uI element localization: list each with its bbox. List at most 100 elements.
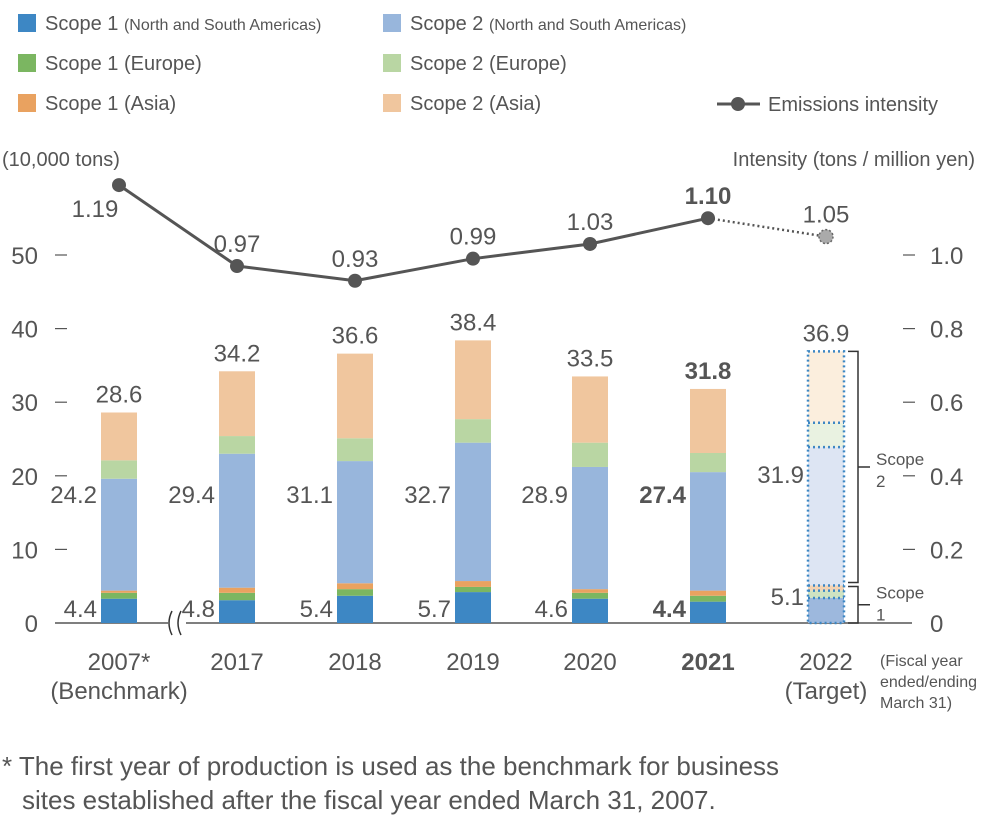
total-label: 33.5 — [567, 345, 614, 372]
bar-segment — [219, 592, 255, 601]
bar-segment — [101, 460, 137, 479]
scope2-bracket — [848, 350, 870, 584]
legend-label: Scope 2 (North and South Americas) — [410, 13, 686, 35]
legend-line-label: Emissions intensity — [768, 94, 938, 116]
left-tick-label: 10 — [11, 537, 38, 564]
bar-segment — [572, 598, 608, 623]
bar-segment — [808, 447, 844, 586]
bar-segment — [572, 466, 608, 590]
intensity-line-path — [118, 183, 709, 283]
bar-segment — [101, 598, 137, 623]
bar-segment — [455, 586, 491, 593]
bar-segment — [690, 472, 726, 591]
total-label: 34.2 — [214, 340, 261, 367]
scope2-label: 24.2 — [50, 482, 97, 509]
x-tick-label: 2018 — [328, 649, 381, 676]
scope1-bracket — [848, 585, 870, 624]
bar-segment — [455, 581, 491, 587]
left-tick-label: 20 — [11, 464, 38, 491]
x-axis-note: (Fiscal year — [880, 653, 963, 670]
legend-marker-icon — [731, 97, 745, 111]
scope-brackets: Scope 2 Scope 1 — [848, 350, 924, 625]
scope1-bracket-label: Scope — [876, 584, 924, 603]
scope2-label: 31.9 — [757, 462, 804, 489]
x-axis-note: March 31) — [880, 695, 952, 712]
intensity-label: 1.10 — [685, 183, 732, 210]
right-tick-label: 0.6 — [930, 390, 963, 417]
bar-segment — [690, 590, 726, 596]
intensity-label: 0.97 — [214, 231, 261, 258]
x-axis-labels: 2007*(Benchmark) 2017 2018 2019 2020 2021 2022… — [50, 649, 977, 712]
right-axis-label: Intensity (tons / million yen) — [733, 149, 975, 171]
intensity-point — [466, 251, 480, 266]
x-tick-label: 2021 — [681, 649, 734, 676]
bar-segment — [455, 442, 491, 582]
legend-label: Scope 1 (North and South Americas) — [45, 13, 321, 35]
intensity-label: 0.93 — [332, 246, 379, 273]
bar-segment — [219, 600, 255, 623]
right-tick-label: 0 — [930, 611, 943, 638]
intensity-point — [818, 228, 834, 245]
bar-segment — [455, 419, 491, 443]
legend-label: Scope 1 (Asia) — [45, 93, 176, 115]
scope2-label: 31.1 — [286, 482, 333, 509]
scope1-label: 5.7 — [418, 596, 451, 623]
legend-swatch — [383, 54, 401, 72]
intensity-line: 1.19 0.97 0.93 0.99 1.03 1.10 1.05 — [72, 178, 850, 288]
total-label: 38.4 — [450, 309, 497, 336]
scope2-bracket-label: 2 — [876, 472, 885, 491]
intensity-label: 1.05 — [803, 202, 850, 229]
x-axis-note: ended/ending — [880, 674, 977, 691]
bar-segment — [808, 585, 844, 591]
left-tick-label: 40 — [11, 317, 38, 344]
right-tick-label: 0.8 — [930, 317, 963, 344]
total-label: 36.6 — [332, 323, 379, 350]
bar-segment — [690, 452, 726, 473]
left-tick-label: 30 — [11, 390, 38, 417]
bar-segment — [337, 461, 373, 584]
total-label: 36.9 — [803, 320, 850, 347]
bar-segment — [219, 371, 255, 437]
x-tick-label: 2007* — [88, 649, 151, 676]
bar-segment — [337, 595, 373, 623]
bar-segment — [808, 351, 844, 423]
target-outline — [806, 350, 846, 625]
scope2-label: 32.7 — [404, 482, 451, 509]
scope1-label: 5.4 — [300, 596, 333, 623]
x-tick-sublabel: (Benchmark) — [50, 678, 187, 705]
bar-segment — [455, 340, 491, 420]
intensity-label: 1.19 — [72, 196, 119, 223]
legend: Scope 1 (North and South Americas) Scope … — [18, 13, 938, 116]
axes: 0 10 20 30 40 50 0 0.2 0.4 0.6 0.8 1.0 — [11, 243, 963, 638]
legend-label: Scope 2 (Europe) — [410, 53, 567, 75]
x-tick-label: 2019 — [446, 649, 499, 676]
bar-segment — [808, 597, 844, 623]
bars: 28.6 24.2 4.4 34.2 29.4 4.8 36.6 31.1 5.4 38.4 32.… — [50, 309, 850, 625]
axis-break — [168, 620, 186, 626]
intensity-label: 0.99 — [450, 224, 497, 251]
scope2-bracket-label: Scope — [876, 450, 924, 469]
bar-segment — [455, 592, 491, 623]
legend-swatch — [18, 54, 36, 72]
footnote-line-2: sites established after the fiscal year … — [22, 785, 716, 815]
scope1-bracket-label: 1 — [876, 606, 885, 625]
x-tick-label: 2022 — [799, 649, 852, 676]
scope2-label: 28.9 — [521, 482, 568, 509]
scope2-label: 27.4 — [639, 482, 686, 509]
legend-swatch — [18, 14, 36, 32]
scope2-label: 29.4 — [168, 482, 215, 509]
x-tick-label: 2017 — [210, 649, 263, 676]
legend-swatch — [18, 94, 36, 112]
axis-break-icon — [168, 610, 182, 636]
intensity-point — [583, 236, 597, 251]
bar-segment — [337, 353, 373, 439]
bar-segment — [219, 453, 255, 588]
scope1-label: 4.4 — [64, 596, 97, 623]
bar-segment — [101, 590, 137, 593]
footnote-line-1: * The first year of production is used a… — [2, 751, 779, 781]
scope1-label: 5.1 — [771, 584, 804, 611]
right-tick-label: 1.0 — [930, 243, 963, 270]
intensity-point — [230, 259, 244, 274]
bar-segment — [690, 601, 726, 623]
